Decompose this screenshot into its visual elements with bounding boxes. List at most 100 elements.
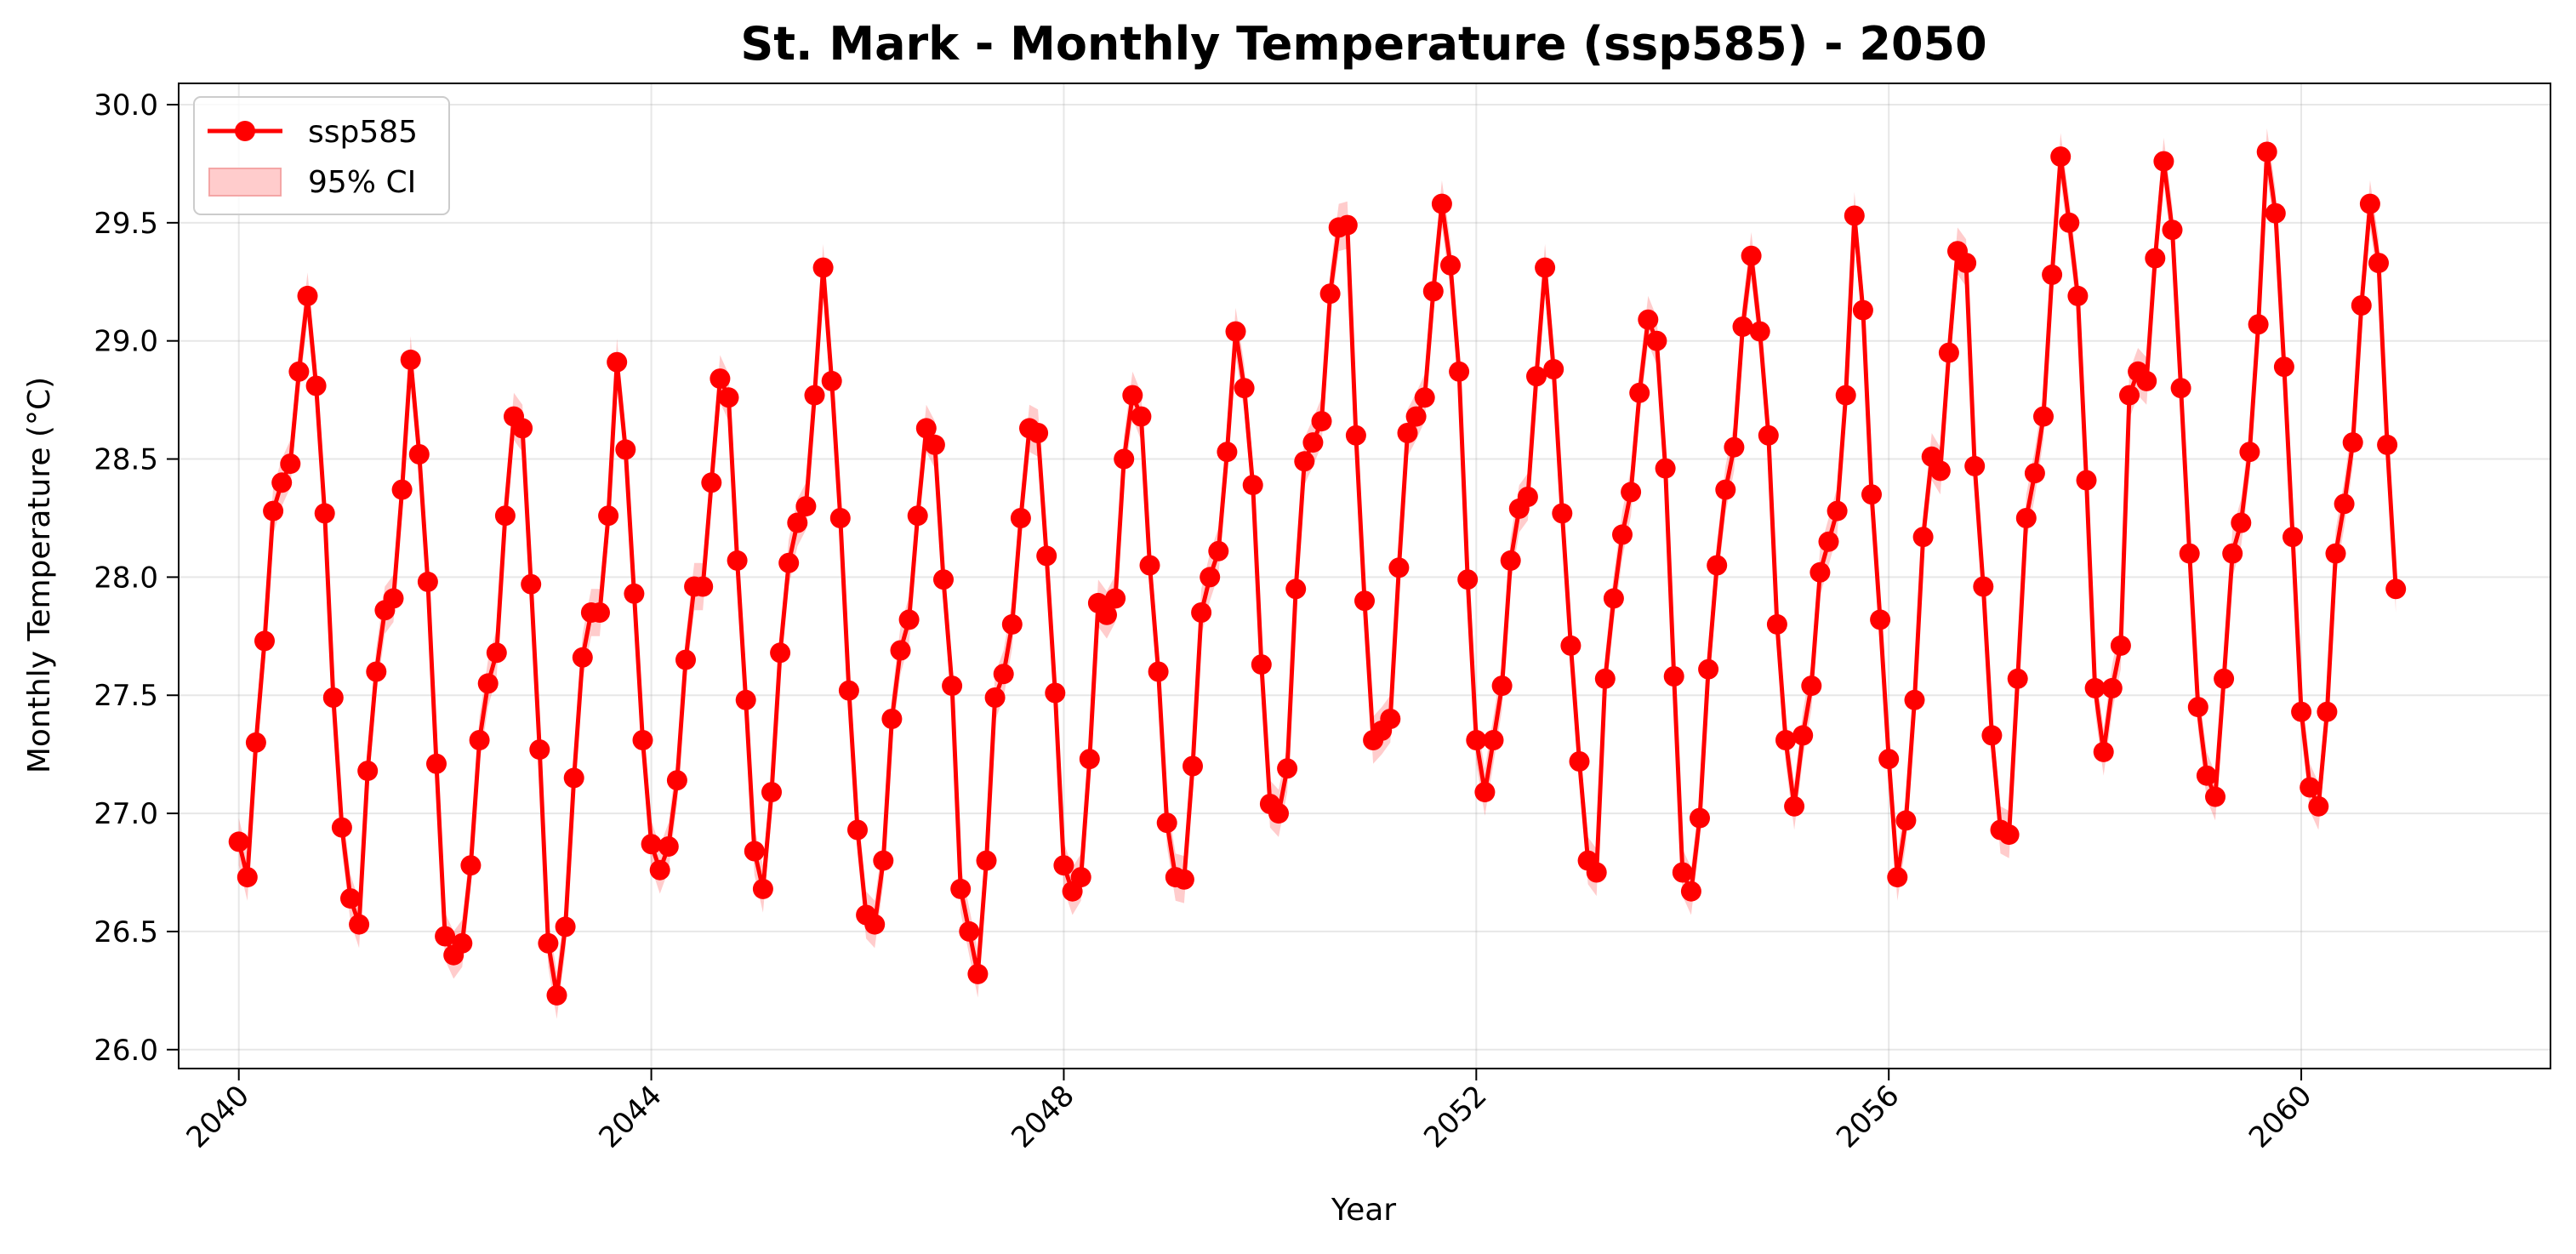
data-point [391,479,413,500]
data-point [2214,668,2235,689]
data-point [2342,432,2363,453]
data-point [2239,442,2260,463]
data-point [1543,359,1564,379]
data-point [1629,382,1650,403]
data-point [563,767,584,789]
data-point [1707,555,1728,576]
data-point [1775,730,1796,750]
data-point [1621,482,1642,503]
data-point [950,878,972,899]
data-point [1474,782,1496,803]
legend-ci-swatch-icon [208,168,282,197]
data-point [1612,524,1633,545]
data-point [2067,285,2089,306]
data-point [521,573,542,595]
data-point [1663,666,1684,687]
data-point [710,368,731,390]
data-point [632,730,653,750]
data-point [1827,500,1848,522]
data-point [1491,675,1513,697]
data-point [615,439,636,460]
y-tick-label: 29.0 [94,325,158,359]
data-point [1749,321,1770,342]
data-point [2205,786,2226,807]
data-point [2359,193,2380,214]
data-point [915,418,937,439]
data-point [1345,425,1366,446]
data-point [1912,527,1934,548]
data-point [778,552,800,573]
data-point [984,687,1006,708]
data-point [1569,751,1590,772]
data-point [2145,248,2166,269]
data-point [1680,881,1701,902]
data-point [314,503,335,524]
data-point [237,867,258,888]
data-point [340,888,361,909]
data-point [942,675,963,697]
data-point [2248,314,2269,335]
data-point [1242,475,1263,496]
data-point [1956,253,1977,274]
data-point [1285,579,1307,600]
data-point [512,418,533,439]
data-point [1929,460,1951,482]
data-point [838,680,859,701]
data-point [1200,567,1221,588]
data-point [1904,689,1925,710]
data-point [2170,378,2191,399]
data-point [607,351,628,373]
data-point [1732,316,1753,337]
data-point [1156,812,1177,834]
data-point [1449,361,1470,382]
data-point [907,505,928,527]
plot-frame [178,83,2551,1069]
data-point [1183,755,1203,777]
data-point [435,926,456,947]
data-point [1148,661,1169,682]
data-point [1973,576,1994,597]
data-point [426,753,447,774]
data-point [297,285,318,306]
y-axis-ticks: 26.0 26.5 27.0 27.5 28.0 28.5 29.0 29.5 30.0 [94,88,179,1068]
y-tick-label: 27.0 [94,797,158,831]
data-point [829,508,851,528]
data-point [701,472,722,493]
data-point [1045,682,1066,704]
data-point [787,512,808,533]
data-point [2273,356,2294,378]
data-point [1225,321,1246,342]
data-point [890,640,911,661]
data-point [624,583,645,604]
data-point [2179,543,2200,564]
data-point [2334,493,2355,515]
data-point [598,505,619,527]
data-point [2291,701,2312,722]
data-point [1001,613,1023,635]
data-point [1500,550,1521,571]
data-point [735,689,756,710]
data-point [1466,730,1487,750]
y-tick-label: 28.5 [94,443,158,477]
data-point [477,673,499,694]
data-point [1440,254,1461,276]
legend-item-ssp585: ssp585 [308,115,418,150]
data-point [993,664,1014,685]
data-point [1517,487,1538,507]
data-point [1835,385,1856,406]
data-point [1173,869,1194,890]
data-point [1414,387,1435,408]
data-point [1809,561,1831,583]
data-point [1792,725,1814,746]
data-point [486,642,507,664]
data-point [666,770,687,791]
data-point [1766,613,1787,635]
data-point [366,661,387,682]
data-point [1397,423,1418,443]
data-point [1938,342,1959,363]
data-point [1801,675,1822,697]
data-point [2050,146,2072,168]
data-point [1818,531,1839,552]
data-point [649,859,670,881]
data-point [1431,193,1452,214]
